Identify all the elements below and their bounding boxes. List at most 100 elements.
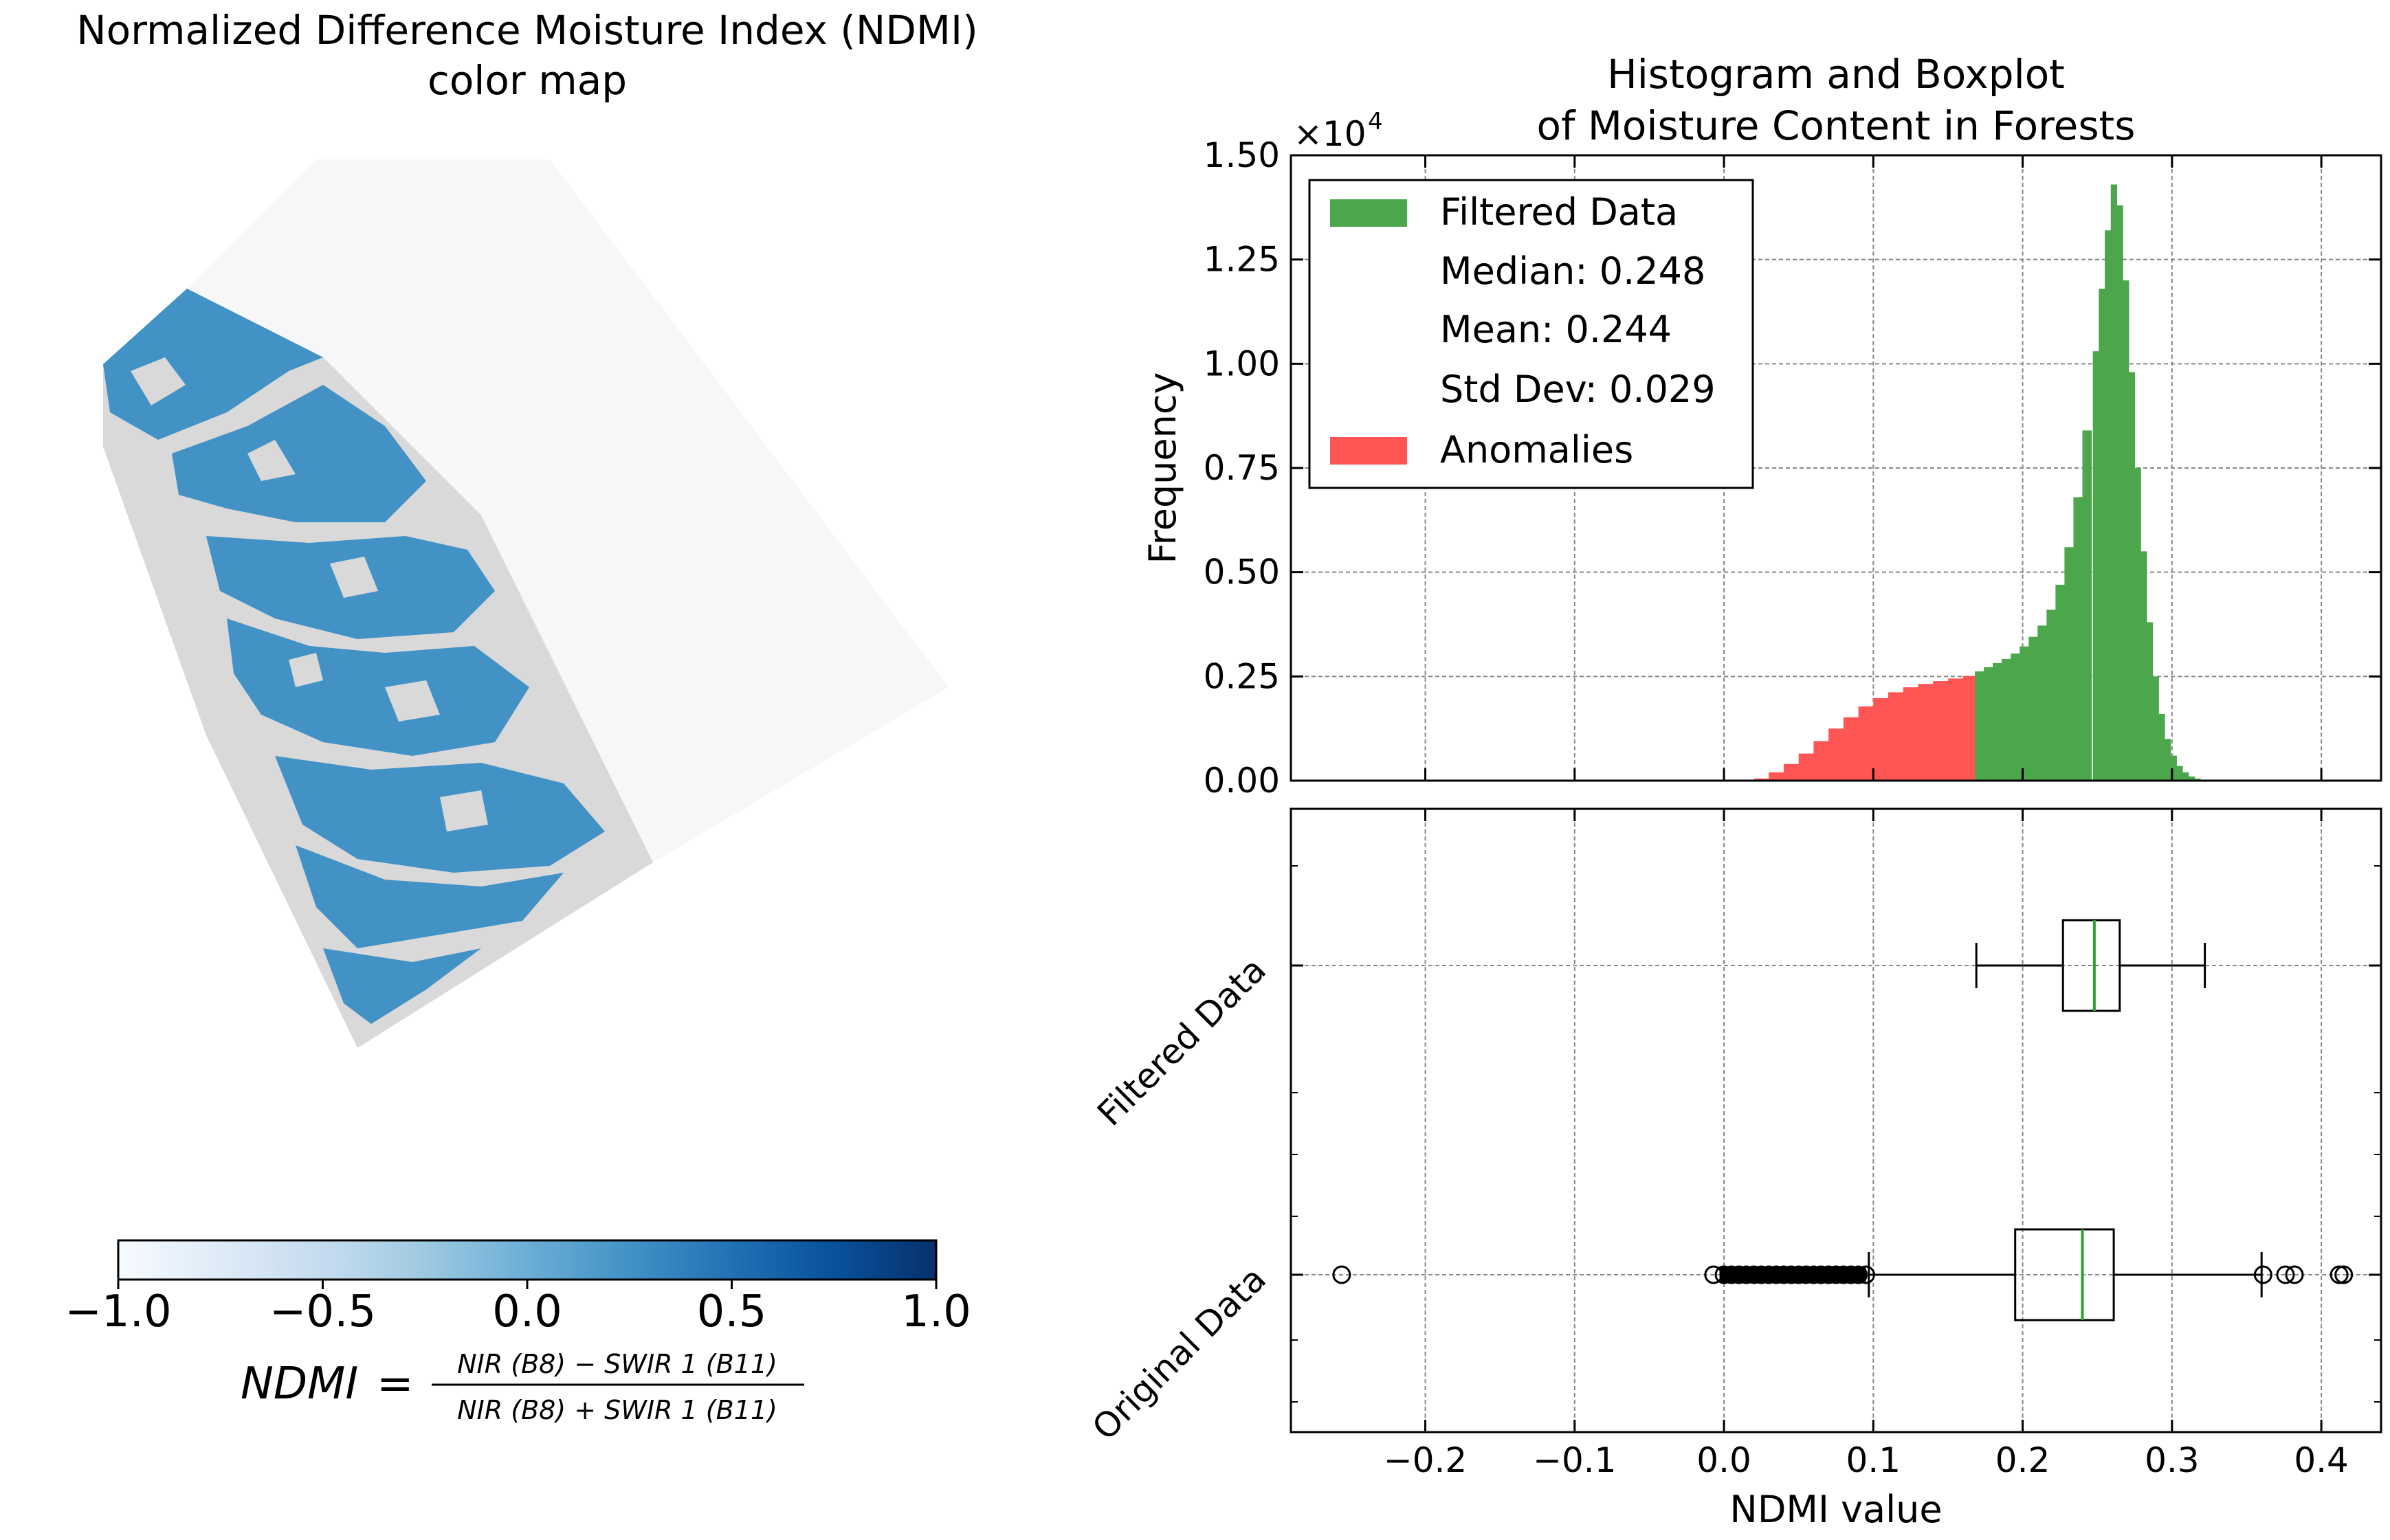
- hist-bars: [1753, 184, 2207, 781]
- hist-bar: [2146, 622, 2154, 781]
- box-xtick-label: 0.3: [2145, 1440, 2200, 1480]
- box-xtick-label: 0.1: [1846, 1440, 1901, 1480]
- hist-bar: [1843, 717, 1859, 781]
- hist-bar: [2182, 772, 2189, 781]
- box-marks: [1332, 919, 2354, 1321]
- hist-bar: [2194, 778, 2201, 781]
- hist-ytick-label: 0.25: [1204, 656, 1280, 696]
- hist-ytick-label: 0.50: [1204, 553, 1280, 592]
- legend-frame: [1308, 179, 1754, 489]
- hist-bar: [2158, 713, 2165, 781]
- hist-bar: [2055, 584, 2066, 781]
- hist-bar: [2176, 766, 2183, 781]
- map-land-patches: [131, 357, 488, 832]
- hist-bar: [2116, 205, 2123, 781]
- hist-bar: [2046, 610, 2056, 781]
- formula-denominator: NIR (B8) + SWIR 1 (B11): [457, 1395, 777, 1425]
- legend-swatch-anomalies: [1330, 437, 1407, 465]
- hist-bar: [2140, 551, 2147, 781]
- hist-bar: [1858, 706, 1874, 781]
- hist-ytick-label: 0.75: [1204, 448, 1280, 488]
- hist-bar: [1975, 671, 1984, 781]
- hist-bar: [2134, 468, 2141, 781]
- colorbar-tick-label: −0.5: [269, 1286, 376, 1337]
- box-xtick-label: −0.2: [1384, 1440, 1467, 1480]
- hist-bar: [2064, 547, 2074, 781]
- box-ticks: −0.2 −0.1 0.0 0.1 0.2 0.3 0.4: [1291, 809, 2381, 1480]
- hist-bar: [2170, 755, 2177, 781]
- hist-bar: [2152, 676, 2159, 781]
- hist-ytick-label: 0.00: [1204, 761, 1280, 801]
- box-xlabel: NDMI value: [1729, 1488, 1942, 1531]
- box-flier: [2253, 1265, 2272, 1284]
- hist-bar: [1888, 692, 1904, 781]
- hist-bar: [1769, 772, 1784, 781]
- legend-swatch-filtered: [1330, 199, 1407, 227]
- hist-bar: [1828, 728, 1844, 781]
- hist-bar: [1873, 698, 1889, 781]
- formula-lhs: NDMI: [241, 1359, 358, 1409]
- hist-bar: [2020, 646, 2029, 781]
- legend-label-median: Median: 0.248: [1440, 249, 1705, 293]
- hist-title-line2: of Moisture Content in Forests: [1536, 102, 2135, 149]
- legend-label-anomalies: Anomalies: [1440, 428, 1633, 471]
- formula-eq: =: [377, 1359, 414, 1409]
- box-grid: [1291, 809, 2381, 1432]
- hist-multiplier: ×10: [1294, 114, 1366, 154]
- left-title-line1: Normalized Difference Moisture Index (ND…: [76, 7, 977, 54]
- box-flier: [2334, 1265, 2354, 1284]
- box-xtick-label: 0.2: [1995, 1440, 2050, 1480]
- hist-bar: [2002, 658, 2011, 781]
- hist-bar: [2082, 430, 2092, 781]
- hist-bar: [2123, 280, 2129, 781]
- hist-bar: [1753, 778, 1769, 781]
- box-iqr: [2014, 1228, 2115, 1321]
- legend-label-filtered: Filtered Data: [1440, 190, 1678, 234]
- hist-bar: [2105, 230, 2112, 781]
- hist-bar: [2110, 184, 2118, 781]
- hist-ytick-label: 1.25: [1204, 240, 1280, 280]
- boxplot-axes: −0.2 −0.1 0.0 0.1 0.2 0.3 0.4 Original Data Fi…: [1085, 807, 2382, 1531]
- ndmi-map: [103, 159, 949, 1048]
- hist-bar: [1903, 687, 1919, 781]
- hist-bar: [1993, 662, 2002, 781]
- box-ytick-filtered: Filtered Data: [1089, 950, 1274, 1134]
- hist-bar: [2128, 372, 2136, 781]
- hist-ytick-label: 1.00: [1204, 344, 1280, 383]
- colorbar-tick-label: 0.0: [492, 1286, 562, 1337]
- left-title-line2: color map: [428, 57, 627, 104]
- hist-bar: [1962, 676, 1978, 781]
- hist-ylabel: Frequency: [1141, 372, 1184, 564]
- ndmi-formula: NDMI = NIR (B8) − SWIR 1 (B11) NIR (B8) …: [241, 1349, 804, 1425]
- hist-bar: [1783, 763, 1800, 781]
- hist-bar: [2092, 351, 2099, 781]
- colorbar-tick-label: −1.0: [65, 1286, 171, 1337]
- hist-bar: [1947, 678, 1964, 781]
- colorbar-tick-label: 1.0: [901, 1286, 971, 1337]
- box-flier: [2285, 1265, 2304, 1284]
- hist-frame: [1290, 154, 2382, 782]
- box-xtick-label: −0.1: [1533, 1440, 1616, 1480]
- hist-bar: [2037, 625, 2047, 781]
- box-xtick-label: 0.4: [2294, 1440, 2349, 1480]
- hist-bar: [2073, 497, 2083, 781]
- hist-bar: [1918, 684, 1934, 781]
- hist-multiplier-exp: 4: [1368, 108, 1383, 135]
- formula-numerator: NIR (B8) − SWIR 1 (B11): [457, 1349, 777, 1379]
- hist-bar: [1933, 681, 1949, 781]
- hist-bar: [2011, 653, 2020, 781]
- colorbar-ticks: −1.0 −0.5 0.0 0.5 1.0: [65, 1280, 971, 1337]
- hist-bar: [1984, 667, 1993, 781]
- box-frame: [1290, 807, 2382, 1433]
- hist-bar: [2028, 636, 2038, 781]
- box-ytick-original: Original Data: [1085, 1259, 1274, 1448]
- hist-bar: [2099, 289, 2105, 781]
- hist-bar: [1798, 753, 1815, 781]
- box-iqr: [2061, 919, 2121, 1012]
- box-flier: [2276, 1265, 2295, 1284]
- box-flier: [2330, 1265, 2349, 1284]
- hist-title-line1: Histogram and Boxplot: [1607, 51, 2065, 98]
- box-xtick-label: 0.0: [1696, 1440, 1751, 1480]
- legend-label-mean: Mean: 0.244: [1440, 308, 1672, 351]
